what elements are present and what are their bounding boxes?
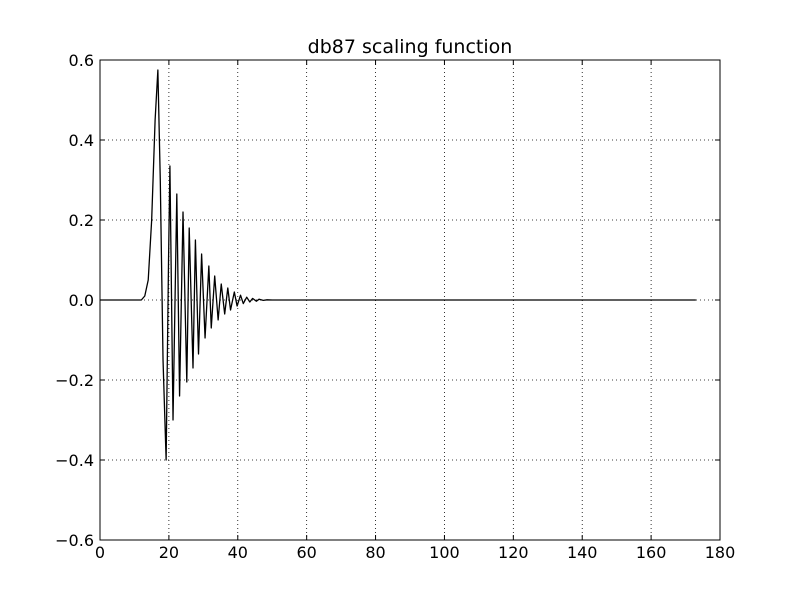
plot-frame	[99, 59, 721, 541]
chart-title: db87 scaling function	[308, 36, 513, 58]
y-tick-label: −0.4	[55, 451, 94, 470]
x-tick-label: 60	[296, 543, 316, 562]
x-tick-label: 140	[567, 543, 598, 562]
x-tick-label: 120	[498, 543, 529, 562]
series-layer	[100, 69, 696, 461]
x-tick-label: 0	[95, 543, 105, 562]
y-tick-label: 0.0	[69, 291, 94, 310]
y-tick-label: −0.6	[55, 531, 94, 550]
x-tick-label: 100	[429, 543, 460, 562]
axis-ticks: 0 20 40 60 80 100 120 140 160 180 −0.6 −0.4 −0.2 0.0 0…	[55, 51, 735, 562]
x-tick-label: 160	[636, 543, 667, 562]
x-tick-label: 80	[365, 543, 385, 562]
y-tick-label: 0.6	[69, 51, 94, 70]
y-tick-label: 0.4	[69, 131, 94, 150]
y-tick-label: 0.2	[69, 211, 94, 230]
x-tick-label: 40	[228, 543, 248, 562]
series-line	[100, 69, 696, 461]
y-tick-label: −0.2	[55, 371, 94, 390]
x-tick-label: 20	[159, 543, 179, 562]
x-tick-label: 180	[705, 543, 736, 562]
